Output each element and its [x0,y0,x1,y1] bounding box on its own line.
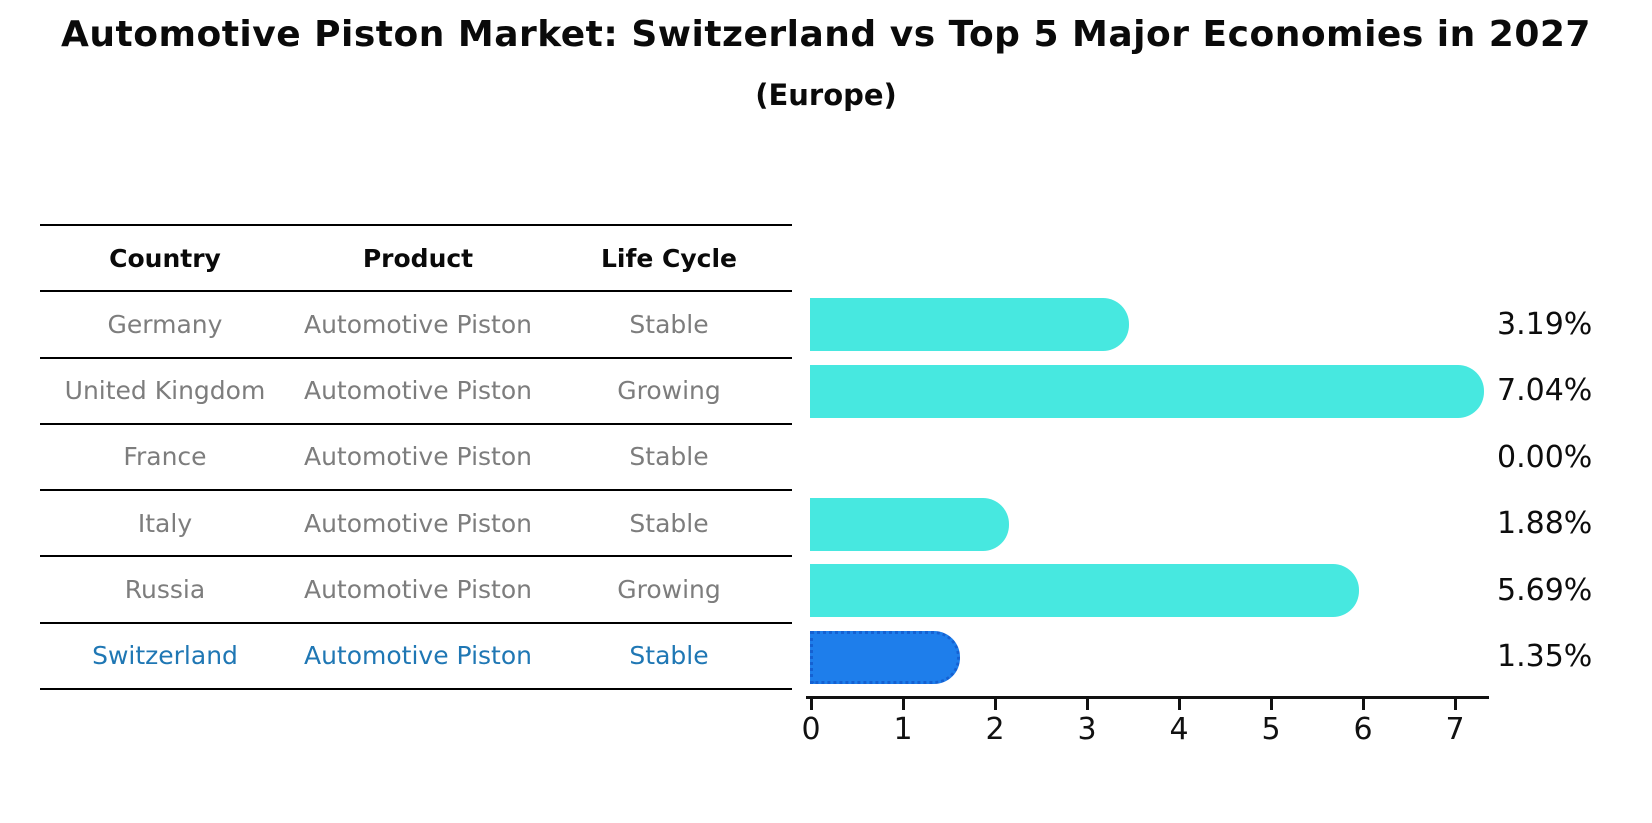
tick-label: 0 [801,712,821,747]
product-cell: Automotive Piston [303,508,532,538]
bar-row-italy: 1.88% [810,491,1600,558]
bar-row-united-kingdom: 7.04% [810,358,1600,425]
value-label-germany: 3.19% [1497,306,1593,342]
tick-mark [1086,699,1089,710]
tick-label: 3 [1077,712,1097,747]
tick-mark [810,699,813,710]
country-cell: Russia [124,575,206,605]
table-row-russia: Russia Automotive Piston Growing [40,557,792,624]
table-row-united-kingdom: United Kingdom Automotive Piston Growing [40,359,792,425]
bar-italy [810,497,1009,551]
table-row-italy: Italy Automotive Piston Stable [40,491,792,558]
bar-row-russia: 5.69% [810,557,1600,624]
life-cycle-cell: Growing [617,376,721,406]
value-label-united-kingdom: 7.04% [1497,373,1593,409]
tick-mark [1362,699,1365,710]
country-table: Country Product Life Cycle Germany Autom… [40,224,792,690]
bar-germany [810,298,1130,351]
page-title: Automotive Piston Market: Switzerland vs… [61,14,1591,55]
product-cell: Automotive Piston [303,309,532,339]
value-label-france: 0.00% [1497,439,1593,475]
product-cell: Automotive Piston [303,575,532,605]
bar-row-france: 0.00% [810,424,1600,491]
tick-mark [902,699,905,710]
page-subtitle: (Europe) [755,78,897,112]
column-header-product: Product [362,243,474,273]
table-row-germany: Germany Automotive Piston Stable [40,292,792,359]
country-cell: Italy [137,508,193,538]
life-cycle-cell: Stable [629,442,709,472]
bar-row-switzerland: 1.35% [810,624,1600,691]
tick-label: 7 [1445,712,1465,747]
value-label-switzerland: 1.35% [1497,639,1593,675]
table-header-row: Country Product Life Cycle [40,226,792,293]
country-cell: Germany [107,309,223,339]
bar-russia [810,564,1360,617]
table-row-switzerland: Switzerland Automotive Piston Stable [40,624,792,690]
tick-label: 4 [1169,712,1189,747]
tick-mark [1270,699,1273,710]
tick-mark [1178,699,1181,710]
tick-mark [994,699,997,710]
tick-label: 5 [1261,712,1281,747]
value-label-italy: 1.88% [1497,506,1593,542]
country-cell: United Kingdom [64,376,266,406]
tick-label: 2 [985,712,1005,747]
tick-mark [1454,699,1457,710]
column-header-country: Country [109,243,221,273]
life-cycle-cell: Growing [617,575,721,605]
tick-label: 6 [1353,712,1373,747]
product-cell: Automotive Piston [303,641,532,671]
product-cell: Automotive Piston [303,442,532,472]
bar-chart: 3.19% 7.04% 0.00% 1.88% 5.69% 1.35% [810,291,1600,690]
life-cycle-cell: Stable [629,309,709,339]
country-cell: Switzerland [92,641,238,671]
value-label-russia: 5.69% [1497,572,1593,608]
bar-switzerland-highlighted [810,630,961,684]
tick-label: 1 [893,712,913,747]
country-cell: France [123,442,207,472]
bar-row-germany: 3.19% [810,291,1600,358]
column-header-life-cycle: Life Cycle [600,243,738,273]
bar-united-kingdom [810,364,1484,418]
life-cycle-cell: Stable [629,641,709,671]
product-cell: Automotive Piston [303,376,532,406]
table-row-france: France Automotive Piston Stable [40,425,792,492]
life-cycle-cell: Stable [629,508,709,538]
x-axis-line [806,696,1489,699]
